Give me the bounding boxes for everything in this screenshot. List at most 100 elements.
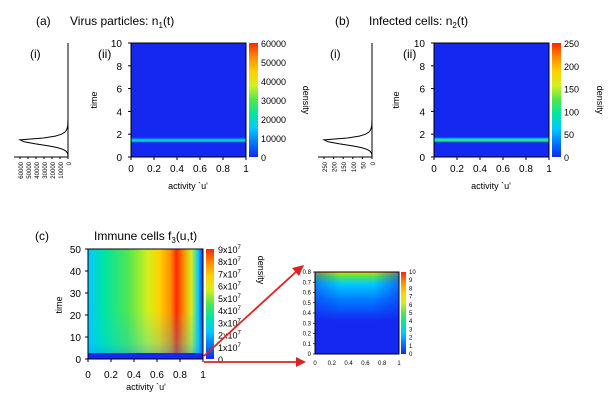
panel-c-ytick-label-2: 20 <box>70 311 82 322</box>
panel-a-colorbar-tick-1: 10000 <box>261 134 286 144</box>
panel-c-colorbar <box>206 249 214 359</box>
panel-b-title: Infected cells: n2(t) <box>369 14 468 30</box>
panel-c-ytick-label-4: 40 <box>70 267 82 278</box>
panel-b-colorbar-tick-3: 150 <box>564 85 579 95</box>
panel-a-profile-tick-label-6: 0 <box>67 161 73 165</box>
panel-a-xlabel: activity `u' <box>168 181 208 191</box>
panel-a-ytick-label-1: 2 <box>116 130 122 141</box>
panel-a-ytick-label-5: 10 <box>111 39 123 50</box>
inset-colorbar-tick-3: 3 <box>409 327 413 333</box>
panel-b-profile-plot: 250 200 150 100 50 0 <box>318 43 377 172</box>
panel-b-colorbar-tick-4: 200 <box>564 62 579 72</box>
inset-heatmap-fade <box>315 272 399 354</box>
panel-c-xtick-label-5: 1 <box>200 370 206 381</box>
inset-ytick-label-8: 0.8 <box>303 270 312 276</box>
panel-b-heatmap-label: (ii) <box>403 47 416 61</box>
panel-b-label: (b) <box>335 14 350 28</box>
panel-a-colorbar <box>249 43 258 157</box>
panel-b-xtick-label-2: 0.4 <box>473 164 487 175</box>
panel-b-ytick-label-5: 10 <box>414 39 426 50</box>
panel-c-colorbar-tick-exponent-2: 7 <box>238 331 242 337</box>
panel-c-xlabel: activity `u' <box>126 382 166 392</box>
panel-a-colorbar-tick-3: 30000 <box>261 96 286 106</box>
panel-a-heatmap-label: (ii) <box>98 47 111 61</box>
inset-xtick-label-4: 0.8 <box>378 361 387 367</box>
panel-c-colorbar-tick-9: 9x107 <box>218 245 242 255</box>
panel-a-heatmap-band <box>131 137 246 143</box>
panel-b-profile-tick-label-0: 250 <box>323 161 329 172</box>
panel-b-profile-tick-label-4: 50 <box>361 161 367 168</box>
panel-c-xtick-label-0: 0 <box>85 370 91 381</box>
panel-a-profile-tick-label-5: 10000 <box>59 161 65 178</box>
panel-a-colorbar-tick-5: 50000 <box>261 58 286 68</box>
panel-b-profile-tick-label-5: 0 <box>371 161 377 165</box>
panel-b-xlabel: activity `u' <box>471 181 511 191</box>
panel-c-colorbar-tick-7: 7x107 <box>218 269 242 279</box>
panel-c-colorbar-tick-mantissa-8: 8x10 <box>218 257 238 267</box>
panel-c-ytick-label-0: 0 <box>75 355 81 366</box>
zoom-arrows <box>203 265 306 367</box>
panel-b-xtick-label-0: 0 <box>431 164 437 175</box>
panel-c-colorbar-tick-8: 8x107 <box>218 257 242 267</box>
inset-xtick-label-0: 0 <box>313 361 317 367</box>
panel-b-colorbar-tick-5: 250 <box>564 39 579 49</box>
panel-b-colorbar-tick-0: 0 <box>564 153 569 163</box>
panel-a-profile-plot: 60000 50000 40000 30000 20000 10000 0 <box>14 43 73 179</box>
panel-b-profile-tick-label-3: 100 <box>352 161 358 172</box>
panel-c-xtick-label-3: 0.6 <box>150 370 164 381</box>
panel-b-profile-curve <box>322 43 373 158</box>
panel-a: (a) Virus particles: n1(t) (i) (ii) 6000… <box>14 14 311 191</box>
inset-ytick-label-0: 0 <box>308 352 312 358</box>
panel-c-colorbar-tick-1: 1x107 <box>218 343 242 353</box>
inset-colorbar-tick-0: 0 <box>409 352 413 358</box>
panel-a-time-label: time <box>89 91 99 108</box>
inset-colorbar-tick-7: 7 <box>409 295 413 301</box>
panel-c-colorbar-tick-exponent-8: 7 <box>238 257 242 263</box>
inset-xtick-label-1: 0.2 <box>328 361 337 367</box>
inset-colorbar-tick-8: 8 <box>409 286 413 292</box>
panel-a-colorbar-label: density <box>301 86 311 115</box>
panel-c-colorbar-tick-exponent-9: 7 <box>238 245 242 251</box>
inset-ytick-label-5: 0.5 <box>303 301 312 307</box>
panel-a-profile-tick-label-4: 20000 <box>51 161 57 178</box>
panel-b-ytick-label-4: 8 <box>419 62 425 73</box>
panel-a-colorbar-tick-6: 60000 <box>261 39 286 49</box>
panel-b: (b) Infected cells: n2(t) (i) (ii) 250 20… <box>318 14 605 191</box>
panel-b-heatmap-frame <box>433 42 550 158</box>
panel-c-time-label: time <box>54 296 64 313</box>
inset-ytick-label-3: 0.3 <box>303 321 312 327</box>
panel-c-colorbar-tick-6: 6x107 <box>218 282 242 292</box>
panel-a-colorbar-tick-4: 40000 <box>261 77 286 87</box>
inset-colorbar-tick-9: 9 <box>409 278 413 284</box>
panel-c-colorbar-tick-mantissa-7: 7x10 <box>218 269 238 279</box>
panel-c-ytick-label-1: 10 <box>70 333 82 344</box>
panel-a-ytick-label-0: 0 <box>116 153 122 164</box>
panel-b-ytick-label-3: 6 <box>419 85 425 96</box>
inset-colorbar-tick-6: 6 <box>409 303 413 309</box>
inset-colorbar-tick-5: 5 <box>409 311 413 317</box>
inset-ytick-label-4: 0.4 <box>303 311 312 317</box>
panel-b-colorbar-label: density <box>595 86 605 115</box>
panel-c-colorbar-tick-mantissa-2: 2x10 <box>218 331 238 341</box>
panel-a-ytick-label-4: 8 <box>116 62 122 73</box>
inset-xtick-label-2: 0.4 <box>344 361 353 367</box>
inset-ytick-label-1: 0.1 <box>303 342 312 348</box>
panel-c-heatmap-frame <box>87 248 204 360</box>
panel-c-xtick-label-2: 0.4 <box>127 370 141 381</box>
panel-a-xtick-label-4: 0.8 <box>216 164 230 175</box>
panel-c-title: Immune cells f3(u,t) <box>94 229 197 245</box>
panel-c-colorbar-tick-exponent-3: 7 <box>238 318 242 324</box>
panel-a-ytick-label-3: 6 <box>116 85 122 96</box>
inset-ytick-label-7: 0.7 <box>303 280 312 286</box>
panel-b-colorbar-tick-2: 100 <box>564 107 579 117</box>
inset-colorbar-tick-4: 4 <box>409 319 413 325</box>
panel-a-heatmap-frame <box>130 42 247 158</box>
inset-xtick-label-3: 0.6 <box>361 361 370 367</box>
panel-a-profile-label: (i) <box>30 47 41 61</box>
panel-a-xtick-label-5: 1 <box>243 164 249 175</box>
inset-colorbar-tick-1: 1 <box>409 344 413 350</box>
panel-b-time-label: time <box>391 91 401 108</box>
panel-a-profile-tick-label-1: 50000 <box>27 161 33 178</box>
panel-a-ytick-label-2: 4 <box>116 107 122 118</box>
